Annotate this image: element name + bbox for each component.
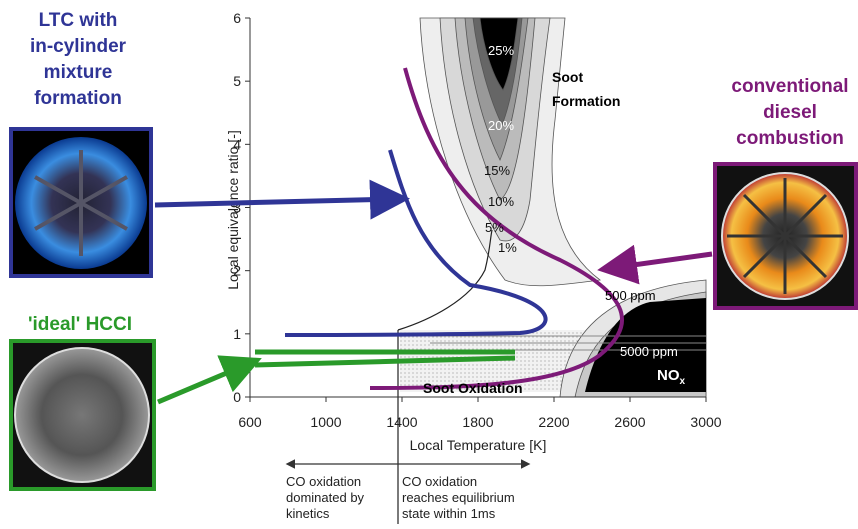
y-tick-label: 2 <box>233 263 241 279</box>
note-line: reaches equilibrium <box>402 490 515 505</box>
nox-region <box>400 279 707 398</box>
diesel-label: conventional diesel combustion <box>731 76 848 149</box>
note-line: CO oxidation <box>402 474 477 489</box>
y-tick-label: 6 <box>233 10 241 26</box>
soot-island <box>419 17 602 287</box>
y-tick-label: 1 <box>233 326 241 342</box>
ltc-path <box>284 149 548 337</box>
hcci-image <box>9 339 156 491</box>
x-tick-label: 1800 <box>462 414 493 430</box>
label-line: formation <box>34 88 122 109</box>
nox-label: NOx <box>657 367 686 387</box>
x-tick-label: 2600 <box>614 414 645 430</box>
x-tick-label: 1000 <box>310 414 341 430</box>
co-line <box>397 229 493 331</box>
note-line: dominated by <box>286 490 365 505</box>
hcci-arrow <box>157 355 262 405</box>
diesel-arrow <box>597 244 713 285</box>
note-line: CO oxidation <box>286 474 361 489</box>
y-tick-label: 0 <box>233 389 241 405</box>
x-tick-label: 2200 <box>538 414 569 430</box>
label-line: combustion <box>736 128 844 149</box>
hcci-label: 'ideal' HCCI <box>28 314 132 335</box>
diesel-path <box>369 67 624 390</box>
ltc-arrow <box>154 179 410 220</box>
axes: 0 1 2 3 4 5 6 600 1000 1400 1800 2200 2600 3000 <box>233 10 722 430</box>
y-tick-label: 4 <box>233 136 241 152</box>
soot-formation: Soot <box>552 69 583 85</box>
contour-label: 15% <box>484 163 510 178</box>
soot-formation: Formation <box>552 93 620 109</box>
nox-main: NO <box>657 367 680 384</box>
ltc-label: LTC with in-cylinder mixture formation <box>30 10 127 109</box>
contour-label: 1% <box>498 240 517 255</box>
contour-label: 5% <box>485 220 504 235</box>
contour-label: 20% <box>488 118 514 133</box>
label-line: in-cylinder <box>30 36 127 57</box>
soot-contour-labels: 25% 20% 15% 10% 5% 1% <box>484 43 517 255</box>
nox-contour-label: 500 ppm <box>605 288 656 303</box>
y-axis-title: Local equivalence ratio [-] <box>225 130 241 290</box>
x-axis-title: Local Temperature [K] <box>410 437 547 453</box>
contour-label: 25% <box>488 43 514 58</box>
nox-sub: x <box>680 376 686 387</box>
x-tick-label: 3000 <box>690 414 721 430</box>
hcci-band <box>254 355 516 368</box>
y-tick-label: 3 <box>233 200 241 216</box>
label-line: conventional <box>731 76 848 97</box>
label-line: LTC with <box>39 10 118 31</box>
label-line: diesel <box>763 102 817 123</box>
x-tick-label: 1400 <box>386 414 417 430</box>
note-line: kinetics <box>286 506 330 521</box>
note-line: state within 1ms <box>402 506 496 521</box>
co-right-note: CO oxidation reaches equilibrium state w… <box>402 474 515 521</box>
label-line: mixture <box>44 62 113 83</box>
nox-contour-label: 5000 ppm <box>620 344 678 359</box>
ltc-image <box>9 127 153 278</box>
y-tick-label: 5 <box>233 73 241 89</box>
diesel-image <box>713 162 858 310</box>
co-left-note: CO oxidation dominated by kinetics <box>286 474 365 521</box>
contour-label: 10% <box>488 194 514 209</box>
x-tick-label: 600 <box>238 414 262 430</box>
soot-oxidation: Soot Oxidation <box>423 380 523 396</box>
